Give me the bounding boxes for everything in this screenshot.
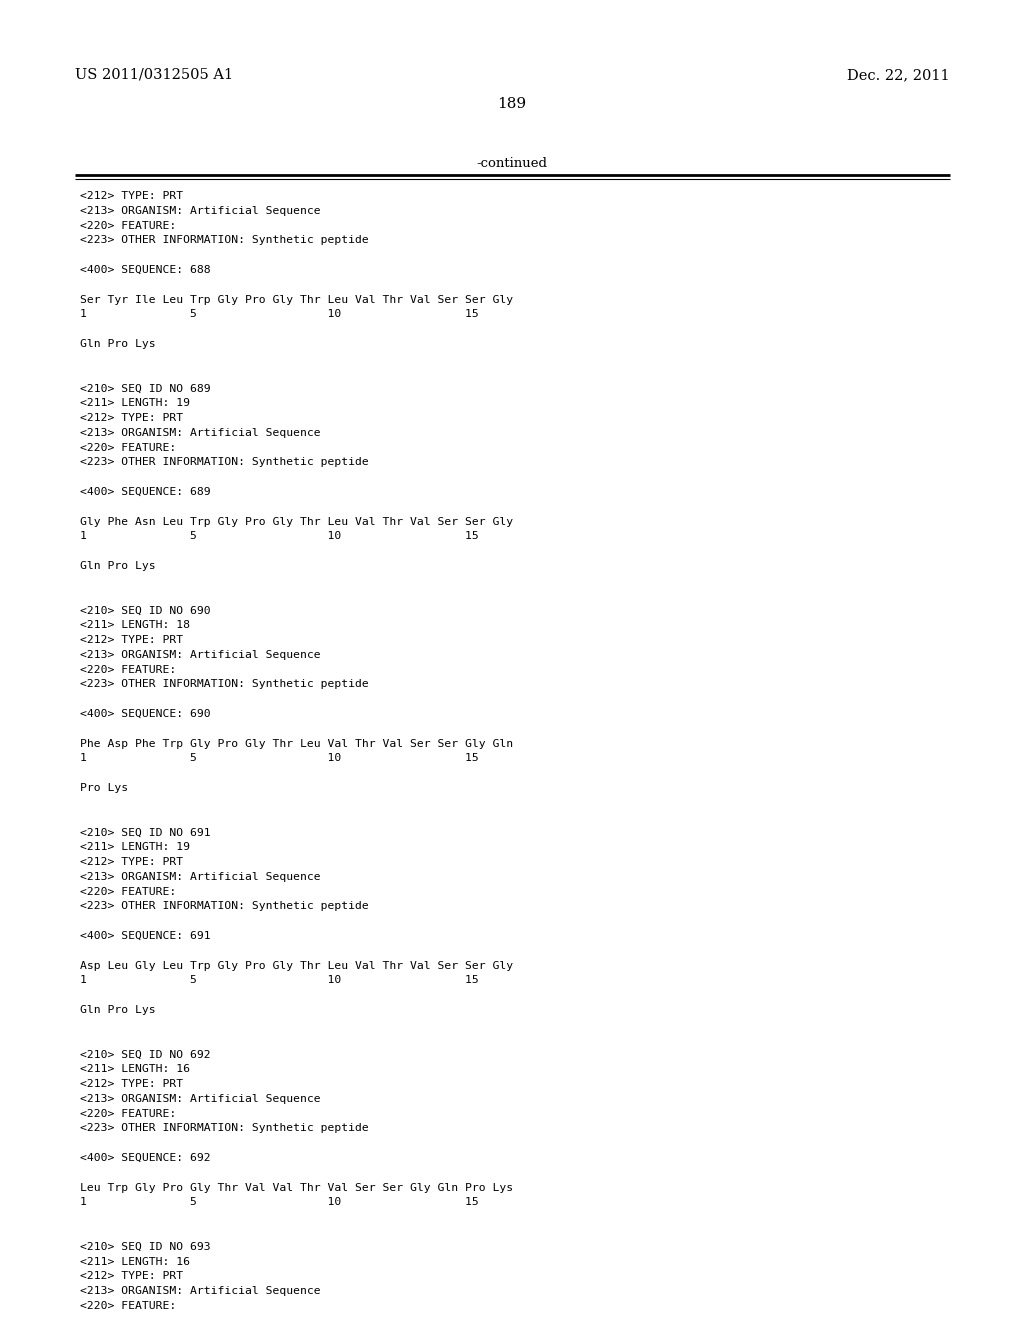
Text: <212> TYPE: PRT: <212> TYPE: PRT xyxy=(80,1078,183,1089)
Text: Gln Pro Lys: Gln Pro Lys xyxy=(80,561,156,572)
Text: Phe Asp Phe Trp Gly Pro Gly Thr Leu Val Thr Val Ser Ser Gly Gln: Phe Asp Phe Trp Gly Pro Gly Thr Leu Val … xyxy=(80,739,513,748)
Text: <220> FEATURE:: <220> FEATURE: xyxy=(80,887,176,896)
Text: <211> LENGTH: 18: <211> LENGTH: 18 xyxy=(80,620,190,630)
Text: <213> ORGANISM: Artificial Sequence: <213> ORGANISM: Artificial Sequence xyxy=(80,871,321,882)
Text: <210> SEQ ID NO 689: <210> SEQ ID NO 689 xyxy=(80,383,211,393)
Text: <220> FEATURE:: <220> FEATURE: xyxy=(80,220,176,231)
Text: <212> TYPE: PRT: <212> TYPE: PRT xyxy=(80,191,183,201)
Text: US 2011/0312505 A1: US 2011/0312505 A1 xyxy=(75,69,233,82)
Text: <213> ORGANISM: Artificial Sequence: <213> ORGANISM: Artificial Sequence xyxy=(80,1094,321,1104)
Text: <400> SEQUENCE: 690: <400> SEQUENCE: 690 xyxy=(80,709,211,719)
Text: Gly Phe Asn Leu Trp Gly Pro Gly Thr Leu Val Thr Val Ser Ser Gly: Gly Phe Asn Leu Trp Gly Pro Gly Thr Leu … xyxy=(80,516,513,527)
Text: Pro Lys: Pro Lys xyxy=(80,783,128,793)
Text: <210> SEQ ID NO 692: <210> SEQ ID NO 692 xyxy=(80,1049,211,1060)
Text: <210> SEQ ID NO 690: <210> SEQ ID NO 690 xyxy=(80,606,211,615)
Text: Asp Leu Gly Leu Trp Gly Pro Gly Thr Leu Val Thr Val Ser Ser Gly: Asp Leu Gly Leu Trp Gly Pro Gly Thr Leu … xyxy=(80,961,513,970)
Text: <223> OTHER INFORMATION: Synthetic peptide: <223> OTHER INFORMATION: Synthetic pepti… xyxy=(80,680,369,689)
Text: <213> ORGANISM: Artificial Sequence: <213> ORGANISM: Artificial Sequence xyxy=(80,428,321,438)
Text: <213> ORGANISM: Artificial Sequence: <213> ORGANISM: Artificial Sequence xyxy=(80,649,321,660)
Text: <223> OTHER INFORMATION: Synthetic peptide: <223> OTHER INFORMATION: Synthetic pepti… xyxy=(80,1123,369,1134)
Text: <223> OTHER INFORMATION: Synthetic peptide: <223> OTHER INFORMATION: Synthetic pepti… xyxy=(80,902,369,911)
Text: 1               5                   10                  15: 1 5 10 15 xyxy=(80,754,479,763)
Text: <400> SEQUENCE: 689: <400> SEQUENCE: 689 xyxy=(80,487,211,498)
Text: <210> SEQ ID NO 691: <210> SEQ ID NO 691 xyxy=(80,828,211,837)
Text: Leu Trp Gly Pro Gly Thr Val Val Thr Val Ser Ser Gly Gln Pro Lys: Leu Trp Gly Pro Gly Thr Val Val Thr Val … xyxy=(80,1183,513,1192)
Text: Gln Pro Lys: Gln Pro Lys xyxy=(80,339,156,348)
Text: <220> FEATURE:: <220> FEATURE: xyxy=(80,664,176,675)
Text: <210> SEQ ID NO 693: <210> SEQ ID NO 693 xyxy=(80,1242,211,1251)
Text: <213> ORGANISM: Artificial Sequence: <213> ORGANISM: Artificial Sequence xyxy=(80,206,321,215)
Text: <223> OTHER INFORMATION: Synthetic peptide: <223> OTHER INFORMATION: Synthetic pepti… xyxy=(80,235,369,246)
Text: <220> FEATURE:: <220> FEATURE: xyxy=(80,1109,176,1118)
Text: Dec. 22, 2011: Dec. 22, 2011 xyxy=(848,69,950,82)
Text: 1               5                   10                  15: 1 5 10 15 xyxy=(80,1197,479,1208)
Text: <213> ORGANISM: Artificial Sequence: <213> ORGANISM: Artificial Sequence xyxy=(80,1286,321,1296)
Text: Ser Tyr Ile Leu Trp Gly Pro Gly Thr Leu Val Thr Val Ser Ser Gly: Ser Tyr Ile Leu Trp Gly Pro Gly Thr Leu … xyxy=(80,294,513,305)
Text: <212> TYPE: PRT: <212> TYPE: PRT xyxy=(80,635,183,645)
Text: 1               5                   10                  15: 1 5 10 15 xyxy=(80,975,479,986)
Text: <220> FEATURE:: <220> FEATURE: xyxy=(80,442,176,453)
Text: <223> OTHER INFORMATION: Synthetic peptide: <223> OTHER INFORMATION: Synthetic pepti… xyxy=(80,458,369,467)
Text: <211> LENGTH: 16: <211> LENGTH: 16 xyxy=(80,1257,190,1267)
Text: <400> SEQUENCE: 691: <400> SEQUENCE: 691 xyxy=(80,931,211,941)
Text: <212> TYPE: PRT: <212> TYPE: PRT xyxy=(80,1271,183,1282)
Text: <220> FEATURE:: <220> FEATURE: xyxy=(80,1302,176,1311)
Text: -continued: -continued xyxy=(476,157,548,170)
Text: <211> LENGTH: 16: <211> LENGTH: 16 xyxy=(80,1064,190,1074)
Text: 189: 189 xyxy=(498,96,526,111)
Text: <211> LENGTH: 19: <211> LENGTH: 19 xyxy=(80,842,190,853)
Text: <400> SEQUENCE: 692: <400> SEQUENCE: 692 xyxy=(80,1152,211,1163)
Text: <212> TYPE: PRT: <212> TYPE: PRT xyxy=(80,857,183,867)
Text: 1               5                   10                  15: 1 5 10 15 xyxy=(80,532,479,541)
Text: <211> LENGTH: 19: <211> LENGTH: 19 xyxy=(80,399,190,408)
Text: 1               5                   10                  15: 1 5 10 15 xyxy=(80,309,479,319)
Text: <212> TYPE: PRT: <212> TYPE: PRT xyxy=(80,413,183,422)
Text: <400> SEQUENCE: 688: <400> SEQUENCE: 688 xyxy=(80,265,211,275)
Text: Gln Pro Lys: Gln Pro Lys xyxy=(80,1005,156,1015)
